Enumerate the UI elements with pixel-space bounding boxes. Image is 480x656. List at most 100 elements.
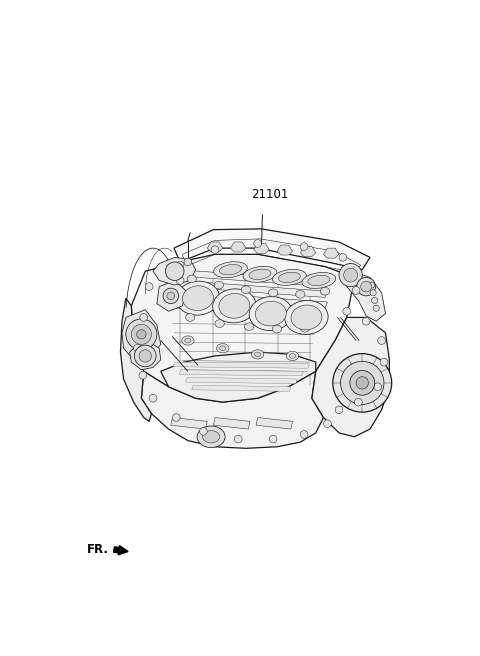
- Polygon shape: [347, 270, 385, 321]
- Ellipse shape: [214, 281, 224, 289]
- Ellipse shape: [220, 346, 226, 350]
- Ellipse shape: [182, 286, 214, 310]
- Ellipse shape: [184, 258, 192, 266]
- Ellipse shape: [215, 319, 224, 327]
- Ellipse shape: [187, 275, 196, 283]
- Ellipse shape: [216, 344, 229, 353]
- Polygon shape: [254, 243, 269, 253]
- Polygon shape: [312, 318, 389, 437]
- Ellipse shape: [219, 293, 250, 318]
- Ellipse shape: [340, 361, 384, 405]
- Ellipse shape: [273, 270, 306, 285]
- Ellipse shape: [139, 371, 147, 379]
- Ellipse shape: [254, 239, 262, 247]
- Ellipse shape: [166, 262, 184, 281]
- Ellipse shape: [132, 324, 152, 344]
- Ellipse shape: [339, 253, 347, 261]
- Polygon shape: [277, 245, 292, 255]
- Ellipse shape: [200, 428, 207, 435]
- Ellipse shape: [176, 261, 184, 269]
- Text: 21101: 21101: [252, 188, 289, 201]
- Ellipse shape: [172, 414, 180, 421]
- Ellipse shape: [167, 292, 175, 300]
- Ellipse shape: [137, 330, 146, 339]
- Ellipse shape: [214, 262, 247, 277]
- Ellipse shape: [347, 271, 355, 279]
- Ellipse shape: [219, 264, 241, 275]
- Polygon shape: [192, 385, 291, 392]
- Ellipse shape: [343, 308, 350, 315]
- Ellipse shape: [374, 383, 382, 390]
- Polygon shape: [176, 302, 324, 319]
- Ellipse shape: [126, 319, 157, 350]
- Polygon shape: [300, 247, 316, 256]
- Ellipse shape: [176, 281, 220, 315]
- Polygon shape: [120, 298, 152, 421]
- Text: FR.: FR.: [87, 543, 109, 556]
- Ellipse shape: [344, 268, 358, 282]
- Ellipse shape: [335, 406, 343, 414]
- Ellipse shape: [355, 398, 362, 406]
- Ellipse shape: [234, 435, 242, 443]
- Ellipse shape: [241, 286, 251, 293]
- Ellipse shape: [203, 430, 220, 443]
- Polygon shape: [130, 342, 161, 370]
- Ellipse shape: [255, 301, 286, 326]
- Ellipse shape: [370, 290, 376, 296]
- Ellipse shape: [249, 297, 292, 331]
- Polygon shape: [153, 257, 196, 285]
- Ellipse shape: [300, 430, 308, 438]
- Polygon shape: [176, 291, 327, 308]
- Polygon shape: [161, 352, 316, 402]
- Polygon shape: [171, 417, 207, 429]
- Ellipse shape: [289, 354, 296, 358]
- Ellipse shape: [308, 276, 330, 285]
- Ellipse shape: [139, 350, 152, 362]
- Polygon shape: [214, 417, 250, 429]
- Polygon shape: [176, 270, 327, 287]
- Polygon shape: [132, 255, 355, 402]
- Ellipse shape: [213, 289, 256, 323]
- Ellipse shape: [140, 314, 147, 321]
- Ellipse shape: [285, 300, 328, 335]
- Ellipse shape: [163, 288, 179, 304]
- Ellipse shape: [133, 344, 142, 352]
- Ellipse shape: [181, 336, 194, 345]
- Ellipse shape: [324, 420, 331, 428]
- Ellipse shape: [244, 323, 254, 331]
- Ellipse shape: [300, 324, 310, 332]
- Ellipse shape: [211, 246, 219, 253]
- Ellipse shape: [380, 358, 388, 366]
- Ellipse shape: [357, 277, 375, 296]
- Ellipse shape: [356, 377, 369, 389]
- Polygon shape: [324, 248, 339, 258]
- Polygon shape: [180, 370, 303, 376]
- Ellipse shape: [339, 264, 362, 287]
- Ellipse shape: [249, 269, 271, 279]
- Ellipse shape: [254, 352, 261, 357]
- Ellipse shape: [369, 282, 375, 288]
- Ellipse shape: [296, 291, 305, 298]
- Ellipse shape: [372, 297, 378, 304]
- Polygon shape: [157, 281, 186, 311]
- Polygon shape: [142, 371, 324, 448]
- Ellipse shape: [278, 272, 300, 283]
- Ellipse shape: [373, 305, 379, 311]
- Polygon shape: [122, 310, 161, 359]
- Ellipse shape: [268, 289, 278, 297]
- Polygon shape: [230, 242, 246, 252]
- Ellipse shape: [145, 283, 153, 291]
- Ellipse shape: [321, 287, 330, 295]
- Ellipse shape: [272, 325, 282, 333]
- Ellipse shape: [360, 281, 372, 292]
- Ellipse shape: [269, 435, 277, 443]
- Polygon shape: [186, 377, 297, 384]
- Ellipse shape: [252, 350, 264, 359]
- Ellipse shape: [300, 243, 308, 251]
- Ellipse shape: [185, 338, 191, 343]
- Ellipse shape: [186, 314, 195, 321]
- Polygon shape: [207, 242, 223, 252]
- Polygon shape: [173, 362, 310, 368]
- Polygon shape: [174, 229, 370, 270]
- Polygon shape: [176, 281, 327, 297]
